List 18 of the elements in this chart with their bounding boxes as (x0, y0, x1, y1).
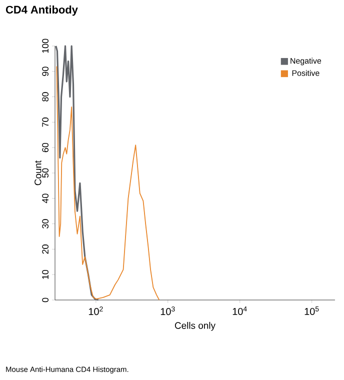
x-tick-label: 10$^{2}$ (88, 306, 103, 316)
x-tick-label: 10$^{5}$ (304, 306, 319, 316)
y-tick-label: 90 (42, 66, 49, 76)
x-tick-label: 10$^{4}$ (232, 306, 247, 316)
y-tick-label: 70 (42, 118, 49, 127)
x-tick-label: 10$^{3}$ (160, 306, 175, 316)
y-axis-title: Count (34, 160, 42, 186)
y-tick-label: 30 (42, 219, 49, 228)
y-tick-label: 80 (42, 92, 49, 102)
y-tick-label: 100 (42, 38, 49, 53)
y-tick-label: 10 (42, 270, 49, 279)
y-tick-label: 20 (42, 244, 49, 254)
x-axis-title: Cells only (174, 322, 216, 331)
y-tick-label: 60 (42, 142, 49, 152)
y-tick-label: 0 (42, 298, 49, 302)
chart-title: CD4 Antibody (6, 6, 78, 16)
y-tick-label: 50 (42, 168, 49, 178)
y-tick-label: 40 (42, 194, 49, 204)
